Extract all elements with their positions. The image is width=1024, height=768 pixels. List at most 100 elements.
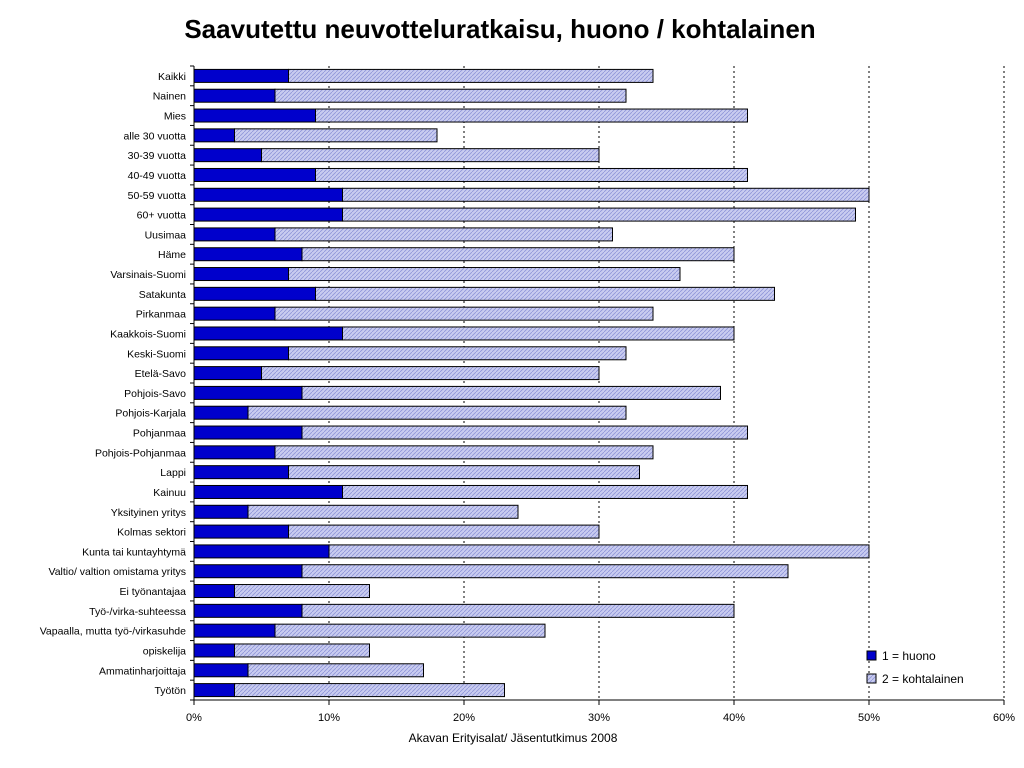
bar-huono xyxy=(193,445,276,460)
bar-huono xyxy=(193,683,235,698)
bar-kohtalainen xyxy=(342,207,856,222)
bar-huono xyxy=(193,484,343,499)
category-label: Etelä-Savo xyxy=(135,368,187,380)
x-axis-title: Akavan Erityisalat/ Jäsentutkimus 2008 xyxy=(409,731,618,745)
bar-kohtalainen xyxy=(234,584,370,599)
x-axis: 0% 10% 20% 30% 40% 50% 60% xyxy=(186,65,1015,724)
category-label: Nainen xyxy=(153,91,186,103)
bar-huono xyxy=(193,267,289,282)
bar-kohtalainen xyxy=(301,425,748,440)
category-label: Pohjois-Savo xyxy=(124,388,186,400)
legend-label-kohtalainen: 2 = kohtalainen xyxy=(882,672,964,686)
category-label: Työtön xyxy=(154,685,186,697)
category-label: Uusimaa xyxy=(145,229,187,241)
bar-huono xyxy=(193,623,276,638)
bar-huono xyxy=(193,524,289,539)
bar-kohtalainen xyxy=(274,306,654,321)
category-label: 40-49 vuotta xyxy=(128,170,187,182)
category-label: Yksityinen yritys xyxy=(111,507,186,519)
bar-huono xyxy=(193,68,289,83)
bar-huono xyxy=(193,465,289,480)
category-label: Pohjois-Pohjanmaa xyxy=(95,447,186,459)
bar-huono xyxy=(193,385,303,400)
bar-huono xyxy=(193,603,303,618)
category-labels: Kaikki Nainen Mies alle 30 vuotta 30-39 vuot… xyxy=(40,71,186,697)
bar-kohtalainen xyxy=(274,445,654,460)
legend: 1 = huono 2 = kohtalainen xyxy=(866,649,964,686)
bar-huono xyxy=(193,366,262,381)
bar-huono xyxy=(193,207,343,222)
bar-kohtalainen xyxy=(234,643,370,658)
category-label: Kainuu xyxy=(153,487,186,499)
category-label: alle 30 vuotta xyxy=(124,130,187,142)
category-label: Häme xyxy=(158,249,186,261)
bar-huono xyxy=(193,584,235,599)
category-label: Vapaalla, mutta työ-/virkasuhde xyxy=(40,626,186,638)
bar-huono xyxy=(193,564,303,579)
legend-label-huono: 1 = huono xyxy=(882,649,936,663)
category-label: Kaikki xyxy=(158,71,186,83)
bar-kohtalainen xyxy=(301,603,735,618)
category-label: Keski-Suomi xyxy=(127,348,186,360)
bar-kohtalainen xyxy=(261,366,600,381)
legend-swatch-kohtalainen xyxy=(866,673,877,684)
category-label: 50-59 vuotta xyxy=(128,190,187,202)
category-label: Varsinais-Suomi xyxy=(110,269,186,281)
bar-huono xyxy=(193,425,303,440)
category-label: Kunta tai kuntayhtymä xyxy=(82,546,186,558)
x-tick-label: 50% xyxy=(858,712,880,724)
bar-huono xyxy=(193,286,316,301)
bar-huono xyxy=(193,187,343,202)
bar-kohtalainen xyxy=(274,227,613,242)
x-tick-label: 20% xyxy=(453,712,475,724)
bar-huono xyxy=(193,108,316,123)
bar-kohtalainen xyxy=(315,108,748,123)
bar-kohtalainen xyxy=(247,504,519,519)
bar-huono xyxy=(193,643,235,658)
bar-kohtalainen xyxy=(288,346,627,361)
bar-kohtalainen xyxy=(328,544,870,559)
category-label: Lappi xyxy=(160,467,186,479)
bar-kohtalainen xyxy=(234,683,505,698)
category-label: Pohjois-Karjala xyxy=(115,408,186,420)
bar-kohtalainen xyxy=(342,484,748,499)
bar-huono xyxy=(193,405,249,420)
bar-kohtalainen xyxy=(247,663,424,678)
category-label: Mies xyxy=(164,111,186,123)
bar-kohtalainen xyxy=(288,68,654,83)
category-label: Pirkanmaa xyxy=(136,309,186,321)
category-label: Kaakkois-Suomi xyxy=(110,328,186,340)
category-label: Satakunta xyxy=(139,289,186,301)
x-tick-label: 60% xyxy=(993,712,1015,724)
bars xyxy=(193,68,870,698)
category-label: Pohjanmaa xyxy=(133,428,186,440)
bar-huono xyxy=(193,148,262,163)
bar-huono xyxy=(193,306,276,321)
bar-huono xyxy=(193,247,303,262)
bar-huono xyxy=(193,167,316,182)
x-tick-label: 10% xyxy=(318,712,340,724)
category-label: 30-39 vuotta xyxy=(128,150,187,162)
bar-kohtalainen xyxy=(315,167,748,182)
x-tick-label: 30% xyxy=(588,712,610,724)
legend-swatch-huono xyxy=(866,650,877,661)
bar-kohtalainen xyxy=(301,385,721,400)
bar-kohtalainen xyxy=(261,148,600,163)
bar-huono xyxy=(193,128,235,143)
category-label: Ei työnantajaa xyxy=(119,586,186,598)
category-label: 60+ vuotta xyxy=(137,210,186,222)
bar-huono xyxy=(193,346,289,361)
bar-huono xyxy=(193,663,249,678)
bar-kohtalainen xyxy=(315,286,775,301)
bar-kohtalainen xyxy=(247,405,627,420)
category-label: Ammatinharjoittaja xyxy=(99,665,186,677)
x-tick-label: 40% xyxy=(723,712,745,724)
category-label: Valtio/ valtion omistama yritys xyxy=(48,566,186,578)
bar-huono xyxy=(193,326,343,341)
bar-kohtalainen xyxy=(288,465,640,480)
bar-kohtalainen xyxy=(301,247,735,262)
bar-kohtalainen xyxy=(342,187,870,202)
bar-kohtalainen xyxy=(342,326,735,341)
bar-kohtalainen xyxy=(288,524,600,539)
